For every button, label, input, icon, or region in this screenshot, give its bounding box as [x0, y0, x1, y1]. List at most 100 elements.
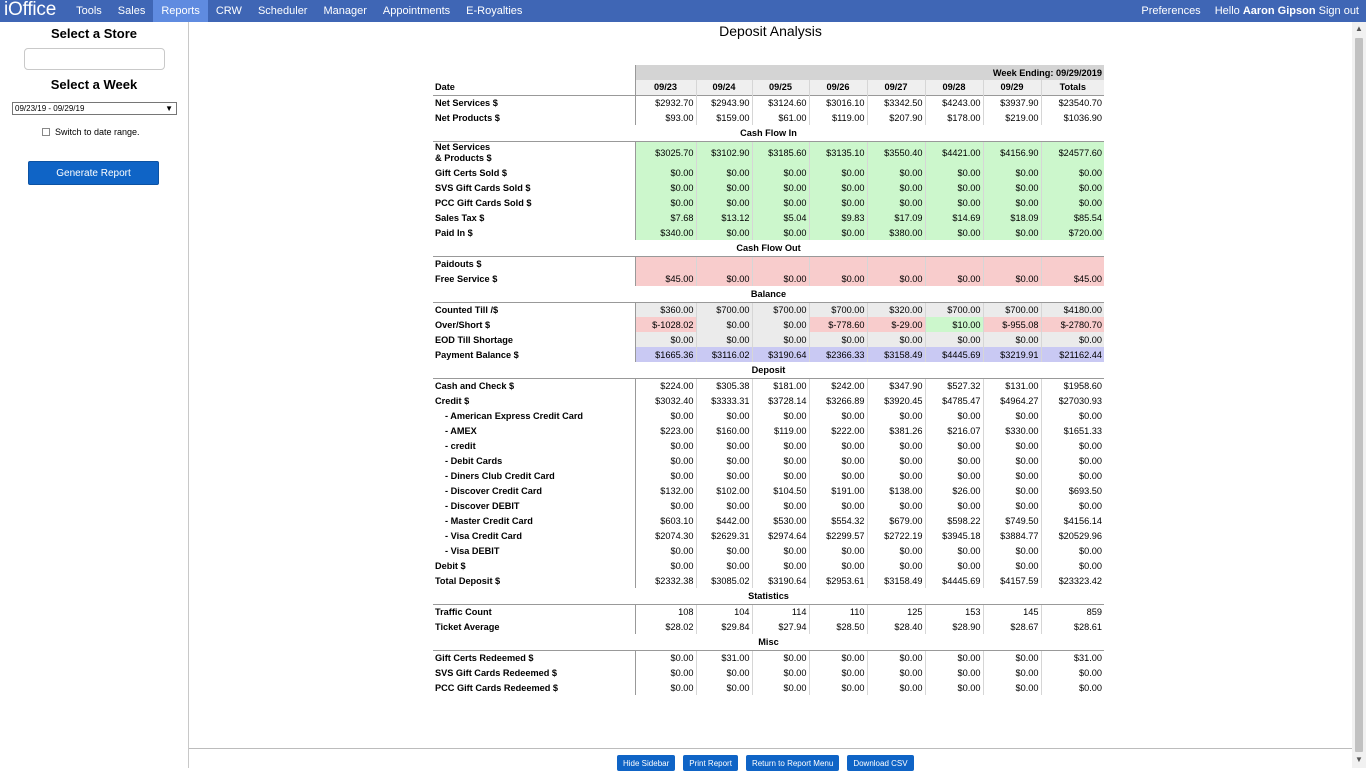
value-cell: $0.00 — [751, 680, 809, 695]
value-cell: $347.90 — [866, 377, 925, 393]
value-cell: $340.00 — [634, 225, 696, 240]
value-cell: $138.00 — [866, 483, 925, 498]
table-row: Payment Balance $ $1665.36 $3116.02 $3190.6… — [433, 347, 1104, 362]
value-cell: $0.00 — [695, 558, 752, 573]
value-cell: $0.00 — [751, 195, 809, 210]
row-label: Debit $ — [433, 558, 636, 573]
row-label-text: Over/Short $ — [435, 319, 491, 330]
value-cell: $0.00 — [634, 453, 696, 468]
value-cell: $31.00 — [1040, 649, 1104, 665]
value-cell: $0.00 — [808, 165, 867, 180]
switch-date-range[interactable]: Switch to date range. — [42, 127, 140, 137]
scrollbar-thumb[interactable] — [1355, 38, 1363, 752]
value-cell: $3124.60 — [751, 94, 809, 110]
value-cell: $0.00 — [982, 468, 1041, 483]
value-cell: $0.00 — [695, 453, 752, 468]
nav-scheduler[interactable]: Scheduler — [257, 5, 308, 17]
nav-crw[interactable]: CRW — [215, 5, 242, 17]
preferences-link[interactable]: Preferences — [1141, 5, 1201, 17]
bottom-button-bar: Hide Sidebar Print Report Return to Repo… — [617, 755, 914, 771]
value-cell: $0.00 — [695, 498, 752, 513]
value-cell: $0.00 — [634, 665, 696, 680]
scroll-down-icon[interactable]: ▼ — [1355, 755, 1363, 764]
row-label: Over/Short $ — [433, 317, 636, 332]
date-header-cell: 09/29 — [982, 80, 1041, 95]
brand-logo[interactable]: iOffice — [4, 0, 57, 20]
value-cell: $-29.00 — [866, 317, 925, 332]
table-row: Credit $ $3032.40 $3333.31 $3728.14 $3266.89… — [433, 393, 1104, 408]
value-cell: $0.00 — [808, 225, 867, 240]
value-cell: $4156.14 — [1040, 513, 1104, 528]
value-cell: $3135.10 — [808, 140, 867, 165]
value-cell: $0.00 — [866, 271, 925, 286]
table-row: PCC Gift Cards Sold $ $0.00 $0.00 $0.00 $0.0… — [433, 195, 1104, 210]
value-cell: 145 — [982, 603, 1041, 619]
nav-appointments[interactable]: Appointments — [382, 5, 451, 17]
value-cell: $0.00 — [751, 180, 809, 195]
value-cell: $0.00 — [924, 438, 983, 453]
value-cell: 108 — [634, 603, 696, 619]
value-cell: 114 — [751, 603, 809, 619]
value-cell: $0.00 — [808, 558, 867, 573]
table-row: SVS Gift Cards Redeemed $ $0.00 $0.00 $0.00… — [433, 665, 1104, 680]
row-label: - Master Credit Card — [433, 513, 636, 528]
row-label: Free Service $ — [433, 271, 636, 286]
date-range-checkbox[interactable] — [42, 128, 50, 136]
value-cell: $160.00 — [695, 423, 752, 438]
value-cell: $700.00 — [982, 301, 1041, 317]
nav-sales[interactable]: Sales — [117, 5, 146, 17]
return-to-report-menu-button[interactable]: Return to Report Menu — [745, 755, 840, 771]
value-cell: $0.00 — [634, 558, 696, 573]
store-input[interactable] — [23, 48, 165, 70]
row-label: - Discover DEBIT — [433, 498, 636, 513]
value-cell: $131.00 — [982, 377, 1041, 393]
value-cell: $119.00 — [751, 423, 809, 438]
value-cell: $0.00 — [982, 483, 1041, 498]
nav-reports[interactable]: Reports — [153, 0, 208, 22]
row-label-text: Paid In $ — [435, 227, 473, 238]
value-cell: $2299.57 — [808, 528, 867, 543]
value-cell: $1651.33 — [1040, 423, 1104, 438]
value-cell: $3016.10 — [808, 94, 867, 110]
date-label: Date — [433, 80, 636, 95]
nav-manager[interactable]: Manager — [323, 5, 367, 17]
value-cell: $223.00 — [634, 423, 696, 438]
value-cell: $0.00 — [695, 543, 752, 558]
value-cell: $-778.60 — [808, 317, 867, 332]
value-cell: $4243.00 — [924, 94, 983, 110]
row-label-text: - Visa Credit Card — [445, 530, 522, 541]
week-select[interactable]: 09/23/19 - 09/29/19 ▼ — [12, 102, 177, 115]
value-cell: $26.00 — [924, 483, 983, 498]
generate-report-button[interactable]: Generate Report — [28, 161, 159, 185]
table-row: - Discover DEBIT $0.00 $0.00 $0.00 $0.00 $0.0… — [433, 498, 1104, 513]
value-cell: $330.00 — [982, 423, 1041, 438]
value-cell: $603.10 — [634, 513, 696, 528]
value-cell: $0.00 — [808, 453, 867, 468]
value-cell: $0.00 — [751, 408, 809, 423]
row-label-text: - AMEX — [445, 425, 477, 436]
section-title-row: Deposit — [433, 362, 1104, 378]
table-row: EOD Till Shortage $0.00 $0.00 $0.00 $0.00 $0.… — [433, 332, 1104, 347]
row-label-text: Net Services — [435, 142, 491, 153]
hide-sidebar-button[interactable]: Hide Sidebar — [617, 755, 676, 771]
value-cell: $0.00 — [695, 332, 752, 347]
date-header-cell: 09/24 — [695, 80, 752, 95]
value-cell: $28.90 — [924, 619, 983, 634]
value-cell: $0.00 — [924, 271, 983, 286]
row-label-text: SVS Gift Cards Redeemed $ — [435, 667, 558, 678]
value-cell: $679.00 — [866, 513, 925, 528]
value-cell: $0.00 — [866, 453, 925, 468]
value-cell: $0.00 — [866, 543, 925, 558]
vertical-scrollbar[interactable]: ▲ ▼ — [1352, 22, 1366, 768]
value-cell: $0.00 — [924, 165, 983, 180]
nav-e-royalties[interactable]: E-Royalties — [466, 5, 523, 17]
row-label: Paidouts $ — [433, 255, 636, 271]
download-csv-button[interactable]: Download CSV — [847, 755, 914, 771]
sign-out-link[interactable]: Sign out — [1318, 5, 1359, 17]
value-cell: $530.00 — [751, 513, 809, 528]
dropdown-arrow-icon: ▼ — [165, 104, 173, 113]
print-report-button[interactable]: Print Report — [683, 755, 738, 771]
scroll-up-icon[interactable]: ▲ — [1355, 24, 1363, 33]
value-cell: $23323.42 — [1040, 573, 1104, 588]
nav-tools[interactable]: Tools — [76, 5, 102, 17]
